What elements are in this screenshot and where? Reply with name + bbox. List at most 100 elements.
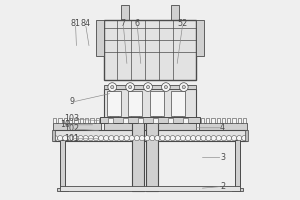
Circle shape (175, 136, 180, 141)
Bar (80, 118, 83, 123)
Bar (131, 116, 140, 121)
Circle shape (68, 136, 73, 141)
Bar (199, 123, 247, 131)
Circle shape (150, 136, 155, 141)
Bar (104, 85, 196, 89)
Circle shape (179, 83, 188, 91)
Circle shape (180, 136, 185, 141)
Circle shape (216, 136, 221, 141)
Circle shape (140, 136, 145, 141)
Text: 7: 7 (121, 19, 126, 28)
Bar (104, 20, 196, 80)
Bar (96, 118, 99, 123)
Bar (53, 123, 101, 131)
Bar (232, 188, 243, 191)
Circle shape (161, 83, 170, 91)
Circle shape (211, 136, 216, 141)
Circle shape (232, 136, 237, 141)
Bar (217, 118, 220, 123)
Bar (107, 91, 121, 116)
Circle shape (190, 136, 196, 141)
Circle shape (129, 86, 132, 89)
Circle shape (170, 136, 175, 141)
Bar (52, 130, 56, 141)
Bar (132, 122, 144, 191)
Text: 10: 10 (61, 120, 70, 129)
Circle shape (111, 86, 114, 89)
Bar (110, 116, 118, 121)
Bar (104, 89, 196, 118)
Bar (104, 123, 196, 131)
Text: 81: 81 (70, 19, 80, 28)
Circle shape (221, 136, 226, 141)
Circle shape (124, 136, 129, 141)
Circle shape (73, 136, 78, 141)
Bar (85, 118, 88, 123)
Circle shape (164, 86, 167, 89)
Bar (74, 118, 78, 123)
Circle shape (83, 136, 88, 141)
Bar (100, 117, 200, 123)
Circle shape (182, 86, 185, 89)
Text: 101: 101 (64, 134, 79, 143)
Circle shape (114, 136, 119, 141)
Circle shape (242, 136, 247, 141)
Bar (212, 118, 214, 123)
Text: 2: 2 (220, 182, 225, 191)
Circle shape (160, 136, 165, 141)
Circle shape (108, 83, 117, 91)
Bar (146, 122, 158, 191)
Bar (238, 118, 241, 123)
Text: 6: 6 (135, 19, 140, 28)
Bar (222, 118, 225, 123)
Text: 84: 84 (80, 19, 91, 28)
Bar (57, 188, 68, 191)
Bar (96, 20, 104, 56)
Bar (206, 118, 209, 123)
Bar (121, 5, 129, 21)
Bar (232, 118, 236, 123)
Bar (60, 140, 65, 191)
Bar (138, 118, 143, 123)
Bar (128, 91, 142, 116)
Text: 52: 52 (178, 19, 188, 28)
Bar (171, 91, 185, 116)
Bar (168, 118, 173, 123)
Circle shape (126, 83, 134, 91)
Circle shape (146, 86, 150, 89)
Bar (53, 130, 247, 141)
Bar (58, 118, 61, 123)
Bar (123, 118, 128, 123)
Text: 103: 103 (64, 114, 79, 123)
Circle shape (134, 136, 140, 141)
Bar (244, 130, 248, 141)
Bar (153, 118, 158, 123)
Circle shape (155, 136, 160, 141)
Bar (150, 91, 164, 116)
Circle shape (145, 136, 150, 141)
Circle shape (185, 136, 191, 141)
Circle shape (88, 136, 94, 141)
Bar (183, 118, 188, 123)
Text: 4: 4 (220, 123, 225, 132)
Bar (60, 186, 240, 191)
Text: 9: 9 (70, 97, 75, 106)
Circle shape (226, 136, 232, 141)
Circle shape (196, 136, 201, 141)
Circle shape (206, 136, 211, 141)
Circle shape (78, 136, 83, 141)
Circle shape (129, 136, 134, 141)
Bar (90, 118, 94, 123)
Circle shape (98, 136, 104, 141)
Circle shape (201, 136, 206, 141)
Circle shape (119, 136, 124, 141)
Bar (196, 20, 204, 56)
Circle shape (103, 136, 109, 141)
Bar (171, 5, 179, 21)
Circle shape (58, 136, 63, 141)
Bar (235, 140, 240, 191)
Bar (108, 118, 113, 123)
Circle shape (63, 136, 68, 141)
Text: 102: 102 (64, 124, 79, 133)
Bar (227, 118, 230, 123)
